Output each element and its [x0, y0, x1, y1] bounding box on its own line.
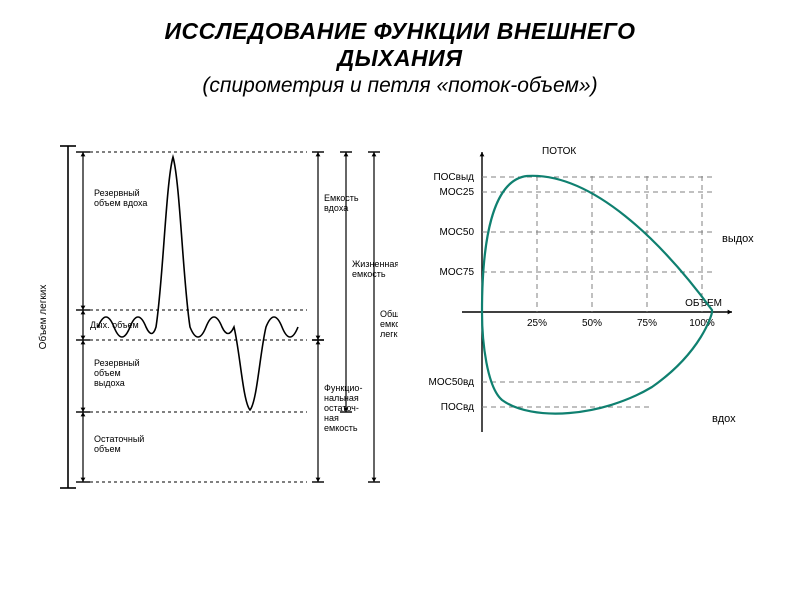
svg-text:МОС50вд: МОС50вд [429, 377, 475, 388]
diagram-row: Объем легких Резервныйобъем вдоха Дых. объ… [0, 98, 800, 527]
svg-text:Объем легких: Объем легких [37, 285, 49, 350]
svg-text:100%: 100% [689, 318, 715, 329]
svg-text:выдох: выдох [722, 233, 754, 245]
svg-text:ПОСвд: ПОСвд [441, 402, 474, 413]
svg-text:Функцио-нальнаяостаточ-наяемко: Функцио-нальнаяостаточ-наяемкость [324, 383, 362, 433]
title-line2: ДЫХАНИЯ [0, 45, 800, 72]
subtitle: (спирометрия и петля «поток-объем») [0, 74, 800, 98]
svg-text:вдох: вдох [712, 413, 736, 425]
spirogram-panel: Объем легких Резервныйобъем вдоха Дых. объ… [28, 122, 398, 527]
svg-text:МОС50: МОС50 [440, 227, 475, 238]
svg-text:50%: 50% [582, 318, 602, 329]
flowloop-panel: ПОТОКОБЪЕМПОСвыдМОС25МОС50МОС7525%50%75%… [412, 122, 772, 527]
svg-text:Резервныйобъем вдоха: Резервныйобъем вдоха [94, 188, 147, 208]
svg-text:75%: 75% [637, 318, 657, 329]
svg-text:Резервныйобъемвыдоха: Резервныйобъемвыдоха [94, 358, 140, 388]
svg-text:Дых. объем: Дых. объем [90, 320, 139, 330]
svg-text:25%: 25% [527, 318, 547, 329]
flowloop-svg: ПОТОКОБЪЕМПОСвыдМОС25МОС50МОС7525%50%75%… [412, 122, 772, 482]
svg-text:Емкостьвдоха: Емкостьвдоха [324, 193, 359, 213]
svg-text:Жизненнаяемкость: Жизненнаяемкость [352, 259, 398, 279]
svg-text:ПОСвыд: ПОСвыд [433, 172, 474, 183]
title-block: ИССЛЕДОВАНИЕ ФУНКЦИИ ВНЕШНЕГО ДЫХАНИЯ (с… [0, 0, 800, 98]
title-line1: ИССЛЕДОВАНИЕ ФУНКЦИИ ВНЕШНЕГО [0, 18, 800, 45]
svg-text:МОС25: МОС25 [440, 187, 475, 198]
svg-text:МОС75: МОС75 [440, 267, 475, 278]
spirogram-svg: Объем легких Резервныйобъем вдоха Дых. объ… [28, 122, 398, 522]
svg-text:ПОТОК: ПОТОК [542, 146, 576, 157]
svg-text:Общаяемкостьлегких: Общаяемкостьлегких [380, 309, 398, 339]
svg-text:Остаточныйобъем: Остаточныйобъем [94, 434, 144, 454]
